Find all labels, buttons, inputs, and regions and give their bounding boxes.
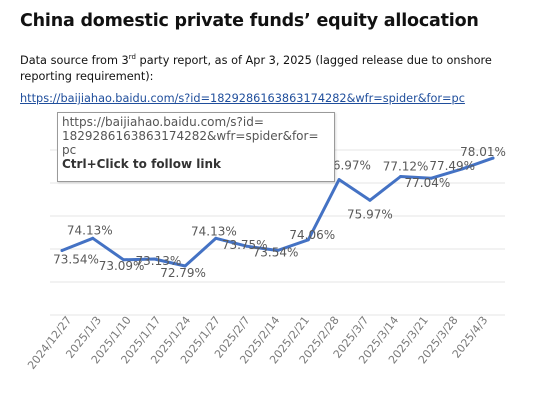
data-point [306,238,310,242]
source-link[interactable]: https://baijiahao.baidu.com/s?id=1829286… [20,92,465,105]
data-point [183,264,187,268]
data-label: 74.13% [191,224,237,238]
data-point [491,156,495,160]
source-suffix: party report, as of Apr 3, 2025 (lagged … [20,54,492,83]
series-line-group [60,156,495,268]
data-label: 73.75% [222,238,268,252]
data-label: 78.01% [460,145,506,159]
data-point [245,244,249,248]
data-label: 75.97% [347,207,393,221]
data-label: 77.04% [405,176,451,190]
link-hover-tooltip: https://baijiahao.baidu.com/s?id= 182928… [57,112,335,182]
data-label: 73.09% [99,259,145,273]
data-label: 74.06% [289,228,335,242]
data-point [60,249,64,252]
data-point [214,236,218,240]
x-tick-label: 2024/12/27 [25,314,74,372]
data-label: 76.97% [325,159,371,173]
data-label: 72.79% [160,266,206,280]
data-point [399,175,403,178]
data-point [337,178,341,182]
tooltip-hint: Ctrl+Click to follow link [62,157,222,171]
data-label: 74.13% [67,223,113,237]
data-label: 77.12% [383,160,429,174]
data-point [368,198,372,202]
source-prefix: Data source from 3 [20,54,129,67]
data-point [152,257,156,261]
x-axis-tick-labels: 2024/12/272025/1/32025/1/102025/1/172025… [25,314,490,372]
data-point [122,258,126,262]
data-label: 73.13% [136,254,182,268]
data-source-note: Data source from 3rd party report, as of… [20,53,530,85]
data-label: 73.54% [53,253,99,267]
data-point [460,167,464,171]
data-label: 73.54% [253,246,299,260]
tooltip-url: https://baijiahao.baidu.com/s?id= 182928… [62,115,319,157]
data-labels: 73.54%74.13%73.09%73.13%72.79%74.13%73.7… [53,145,506,280]
source-superscript: rd [128,53,136,62]
chart-title: China domestic private funds’ equity all… [20,11,479,31]
data-label: 77.49% [429,159,475,173]
data-point [276,249,279,252]
data-point [91,236,95,240]
data-point [429,176,433,180]
